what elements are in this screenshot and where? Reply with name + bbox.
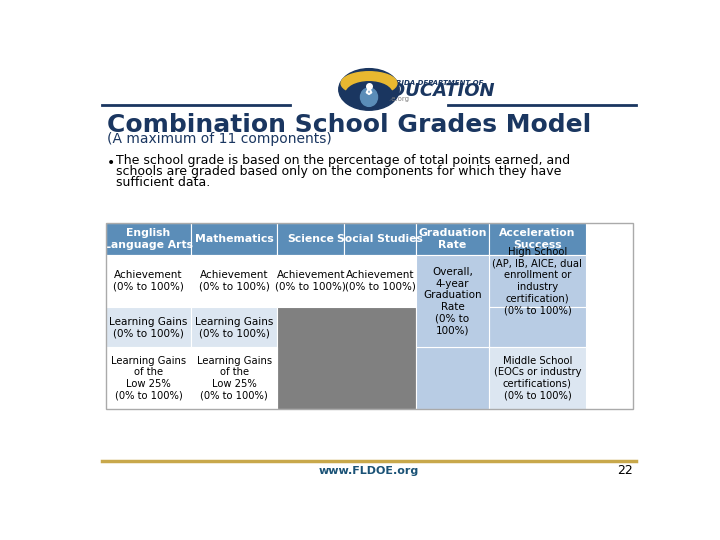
Bar	[416, 222, 489, 255]
Bar	[416, 347, 489, 409]
Text: sufficient data.: sufficient data.	[117, 176, 210, 188]
Bar	[489, 347, 586, 409]
Ellipse shape	[339, 69, 399, 110]
Text: Learning Gains
of the
Low 25%
(0% to 100%): Learning Gains of the Low 25% (0% to 100…	[197, 356, 272, 401]
Bar	[106, 255, 192, 307]
Text: English
Language Arts: English Language Arts	[104, 228, 193, 249]
Text: Social Studies: Social Studies	[338, 234, 423, 244]
Text: Learning Gains
of the
Low 25%
(0% to 100%): Learning Gains of the Low 25% (0% to 100…	[111, 356, 186, 401]
Bar	[192, 347, 277, 409]
Bar	[106, 307, 192, 347]
Text: Achievement
(0% to 100%): Achievement (0% to 100%)	[345, 271, 415, 292]
Bar	[192, 255, 277, 307]
Ellipse shape	[361, 88, 377, 106]
Bar	[106, 347, 192, 409]
Text: (A maximum of 11 components): (A maximum of 11 components)	[107, 132, 332, 146]
Bar	[416, 255, 489, 347]
Text: Achievement
(0% to 100%): Achievement (0% to 100%)	[113, 271, 184, 292]
Bar	[344, 222, 416, 255]
Bar	[489, 307, 586, 347]
Bar	[277, 307, 416, 409]
Ellipse shape	[346, 82, 392, 106]
Text: Mathematics: Mathematics	[195, 234, 274, 244]
Text: Achievement
(0% to 100%): Achievement (0% to 100%)	[275, 271, 346, 292]
Text: •: •	[107, 156, 115, 170]
Text: Graduation
Rate: Graduation Rate	[418, 228, 487, 249]
Bar	[277, 255, 344, 307]
Ellipse shape	[341, 72, 397, 95]
Text: Combination School Grades Model: Combination School Grades Model	[107, 113, 591, 137]
Text: Learning Gains
(0% to 100%): Learning Gains (0% to 100%)	[109, 316, 188, 338]
Text: schools are graded based only on the components for which they have: schools are graded based only on the com…	[117, 165, 562, 178]
Text: 22: 22	[617, 464, 632, 477]
Bar	[277, 222, 344, 255]
Bar	[489, 222, 586, 255]
Text: Learning Gains
(0% to 100%): Learning Gains (0% to 100%)	[195, 316, 274, 338]
Text: Overall,
4-year
Graduation
Rate
(0% to
100%): Overall, 4-year Graduation Rate (0% to 1…	[423, 267, 482, 335]
Text: EDUCATION: EDUCATION	[379, 82, 495, 100]
Bar	[192, 222, 277, 255]
Bar	[192, 307, 277, 347]
Text: High School
(AP, IB, AICE, dual
enrollment or
industry
certification)
(0% to 100: High School (AP, IB, AICE, dual enrollme…	[492, 247, 582, 315]
Text: Science: Science	[287, 234, 334, 244]
Text: Achievement
(0% to 100%): Achievement (0% to 100%)	[199, 271, 270, 292]
Text: www.FLDOE.org: www.FLDOE.org	[319, 465, 419, 476]
Text: FLORIDA DEPARTMENT OF: FLORIDA DEPARTMENT OF	[381, 79, 483, 85]
Text: Middle School
(EOCs or industry
certifications)
(0% to 100%): Middle School (EOCs or industry certific…	[494, 356, 581, 401]
Text: fldoe.org: fldoe.org	[379, 96, 410, 102]
Bar	[489, 255, 586, 307]
Bar	[106, 222, 192, 255]
Text: Acceleration
Success: Acceleration Success	[499, 228, 575, 249]
Bar	[106, 222, 632, 409]
Text: The school grade is based on the percentage of total points earned, and: The school grade is based on the percent…	[117, 154, 570, 167]
Bar	[344, 255, 416, 307]
